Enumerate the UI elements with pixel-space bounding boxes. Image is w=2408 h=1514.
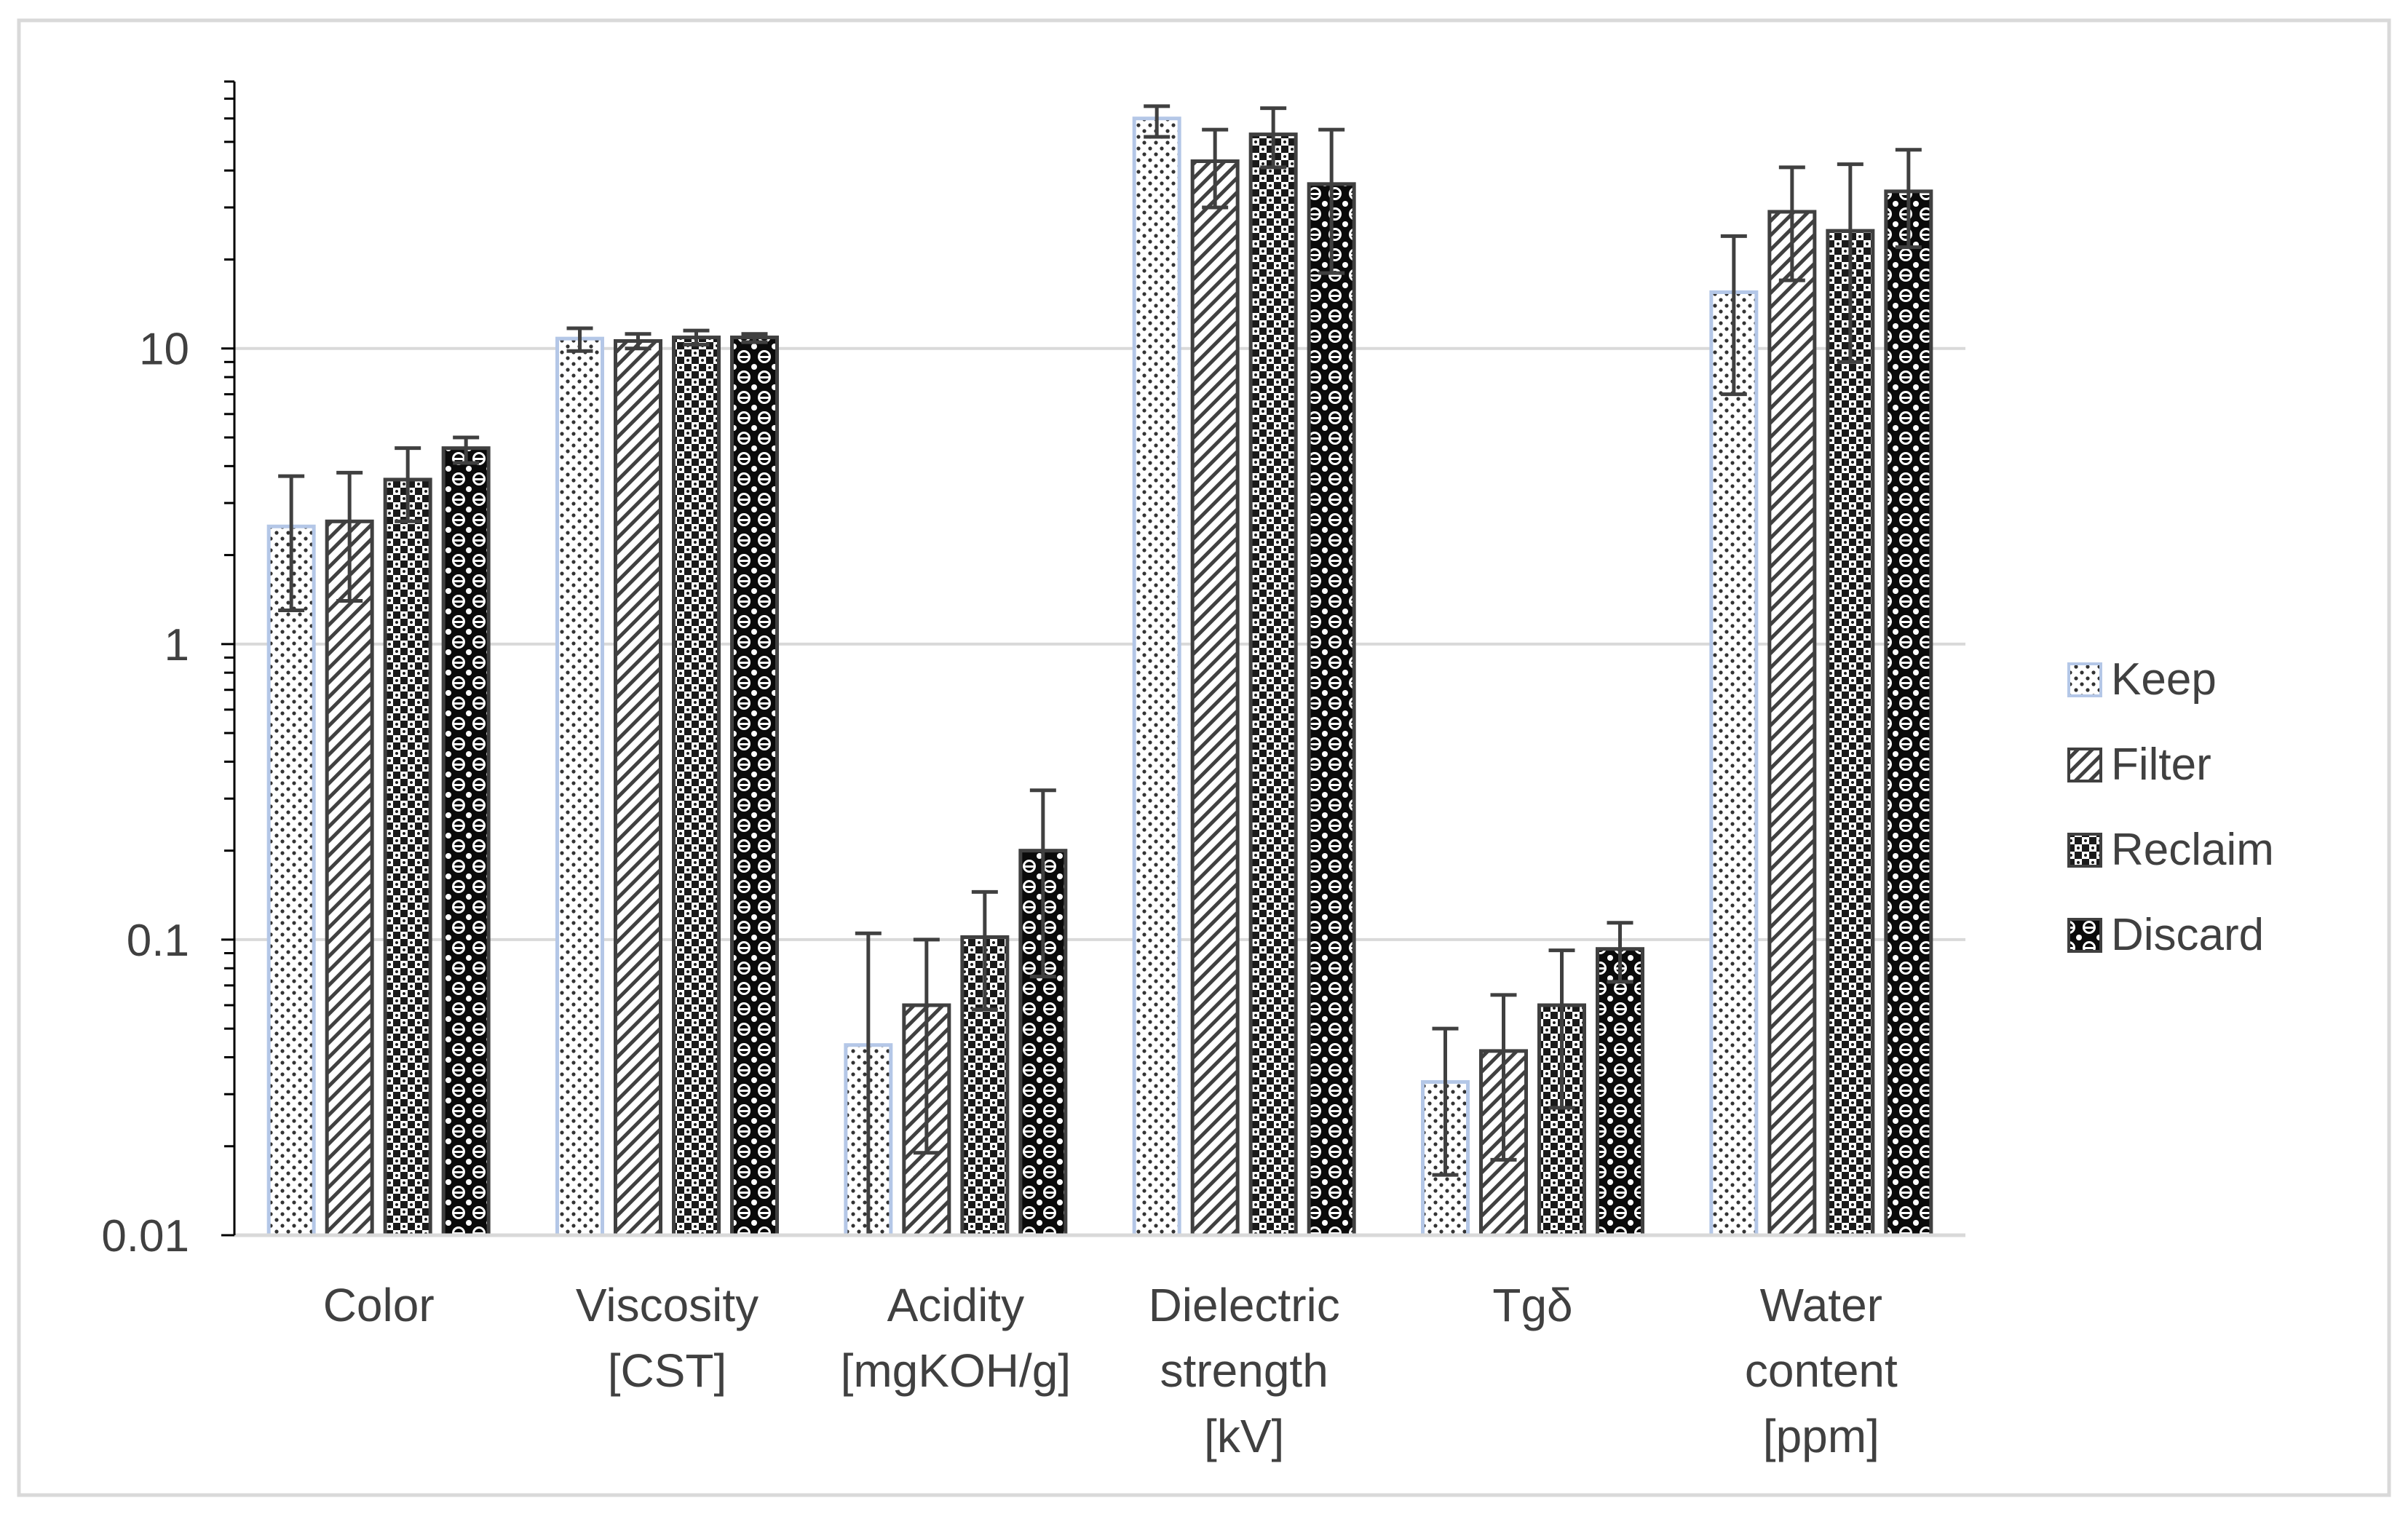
- bar-discard: [730, 336, 779, 1237]
- legend: Keep Filter Reclaim Discard: [2067, 654, 2274, 960]
- x-category-label: Acidity: [887, 1279, 1025, 1331]
- bar-filter: [1767, 210, 1817, 1237]
- legend-label-reclaim: Reclaim: [2111, 825, 2274, 875]
- x-category-label: Viscosity: [576, 1279, 759, 1331]
- bar-keep: [1132, 116, 1181, 1237]
- y-tick-label: 0.01: [101, 1211, 189, 1261]
- gridlines: [234, 346, 1965, 941]
- y-tick-label: 0.1: [127, 916, 189, 966]
- bar-discard: [1307, 182, 1356, 1237]
- x-category-label: Tgδ: [1492, 1279, 1572, 1331]
- legend-label-keep: Keep: [2111, 654, 2217, 705]
- x-category-label: Color: [323, 1279, 435, 1331]
- bar-discard: [1884, 189, 1933, 1237]
- y-axis: 0.01 0.1 1 10: [101, 80, 1965, 1261]
- legend-swatch-filter: [2067, 748, 2102, 782]
- x-axis-labels: Color Viscosity [CST] Acidity [mgKOH/g] Diele…: [323, 1279, 1898, 1462]
- x-category-label: [CST]: [608, 1344, 727, 1397]
- bar-discard: [441, 446, 491, 1237]
- bar-filter: [1190, 159, 1240, 1237]
- bar-reclaim: [383, 477, 432, 1237]
- x-category-label: [kV]: [1204, 1410, 1284, 1462]
- bar-keep: [555, 336, 604, 1237]
- bar-reclaim: [1248, 132, 1298, 1237]
- x-category-label: [mgKOH/g]: [841, 1344, 1072, 1397]
- bars: [266, 116, 1933, 1237]
- legend-label-filter: Filter: [2111, 740, 2211, 790]
- legend-swatch-keep: [2067, 662, 2102, 697]
- legend-swatch-reclaim: [2067, 833, 2102, 868]
- legend-label-discard: Discard: [2111, 910, 2264, 960]
- x-category-label: content: [1745, 1344, 1898, 1397]
- bar-reclaim: [672, 336, 721, 1237]
- y-tick-label: 10: [139, 325, 189, 375]
- bar-keep: [1709, 290, 1759, 1237]
- bar-discard: [1596, 947, 1644, 1237]
- y-tick-label: 1: [165, 620, 189, 670]
- legend-swatch-discard: [2067, 918, 2102, 953]
- bar-reclaim: [1826, 229, 1875, 1237]
- x-category-label: Dielectric: [1149, 1279, 1340, 1331]
- bar-filter: [614, 338, 662, 1237]
- x-category-label: [ppm]: [1763, 1410, 1880, 1462]
- bar-keep: [266, 524, 316, 1237]
- x-category-label: Water: [1760, 1279, 1882, 1331]
- x-category-label: strength: [1160, 1344, 1328, 1397]
- bar-filter: [325, 519, 374, 1237]
